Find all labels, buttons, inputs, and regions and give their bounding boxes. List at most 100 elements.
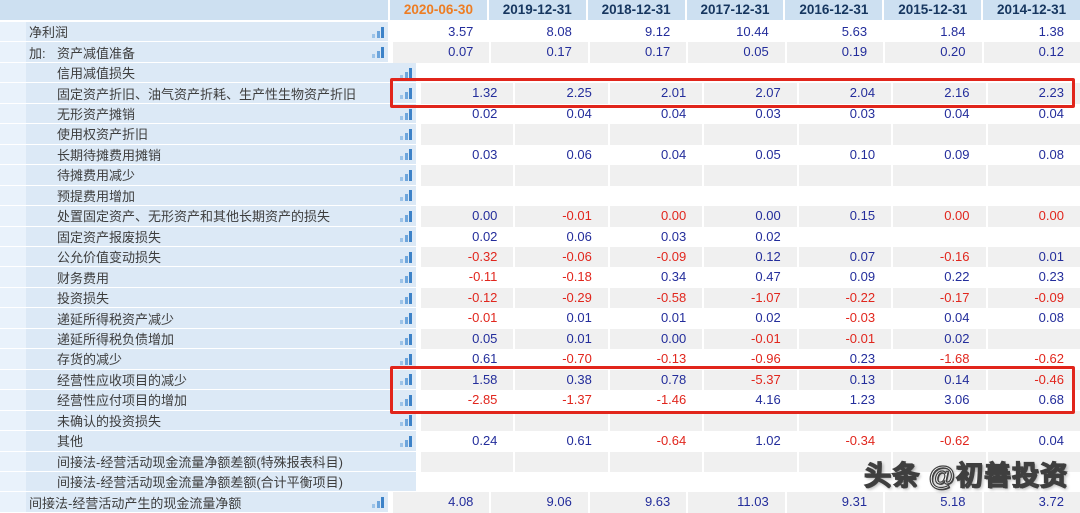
row-label[interactable]: 其他	[26, 431, 419, 452]
value-cell: 0.04	[607, 144, 703, 166]
bar-chart-icon[interactable]	[400, 435, 412, 447]
row-label[interactable]: 未确认的投资损失	[26, 410, 419, 432]
value-cell	[607, 185, 703, 207]
bar-chart-icon[interactable]	[400, 271, 412, 284]
row-label[interactable]: 预提费用增加	[26, 185, 419, 207]
bar-chart-icon[interactable]	[372, 26, 384, 38]
value-cell	[702, 165, 797, 186]
value-cell	[513, 451, 608, 472]
value-cell: 1.32	[419, 83, 514, 104]
row-label[interactable]: 无形资产摊销	[26, 103, 419, 125]
bar-chart-icon[interactable]	[400, 87, 412, 100]
value-cell: -0.46	[985, 369, 1080, 391]
row-label[interactable]: 间接法-经营活动现金流量净额差额(特殊报表科目)	[26, 451, 419, 472]
value-cell: 1.58	[419, 369, 514, 391]
bar-chart-icon[interactable]	[400, 414, 412, 427]
row-indent-strip	[0, 369, 26, 391]
value-cell: 10.44	[686, 22, 785, 43]
value-cell: 0.08	[985, 144, 1080, 166]
value-cell: -0.64	[607, 431, 703, 452]
row-label[interactable]: 信用减值损失	[26, 62, 419, 84]
bar-chart-icon[interactable]	[400, 230, 412, 243]
bar-chart-icon[interactable]	[400, 108, 412, 120]
bar-chart-icon[interactable]	[400, 353, 412, 365]
row-label[interactable]: 财务费用	[26, 267, 419, 288]
value-cell: -5.37	[702, 369, 797, 391]
row-label[interactable]: 投资损失	[26, 287, 419, 309]
row-indent-strip	[0, 226, 26, 247]
row-label[interactable]: 净利润	[26, 22, 391, 43]
row-label-text: 其他	[57, 434, 84, 450]
value-cell: 0.05	[419, 328, 514, 350]
bar-chart-icon[interactable]	[400, 312, 412, 325]
bar-chart-icon[interactable]	[400, 333, 412, 345]
bar-chart-icon[interactable]	[400, 189, 412, 202]
value-cell: 0.03	[419, 144, 514, 166]
value-cell: 0.08	[985, 308, 1080, 329]
value-cell	[702, 124, 797, 145]
row-label[interactable]: 公允价值变动损失	[26, 246, 419, 268]
bar-chart-icon[interactable]	[400, 148, 412, 161]
row-label-text: 存货的减少	[57, 352, 123, 368]
value-cell: 0.02	[419, 226, 514, 247]
value-cell	[702, 410, 797, 432]
table-row: 其他 0.24 0.61 -0.64 1.02 -0.34 -0.62 0.04	[0, 431, 1080, 452]
row-label[interactable]: 长期待摊费用摊销	[26, 144, 419, 166]
value-cell: 0.00	[607, 206, 703, 227]
row-label[interactable]: 间接法-经营活动现金流量净额差额(合计平衡项目)	[26, 471, 419, 493]
row-label-text: 财务费用	[57, 270, 110, 286]
value-cell	[891, 451, 986, 472]
value-cell: 0.78	[607, 369, 703, 391]
bar-chart-icon[interactable]	[372, 46, 384, 59]
row-indent-strip	[0, 349, 26, 370]
value-cell: 0.03	[702, 103, 797, 125]
row-label[interactable]: 递延所得税负债增加	[26, 328, 419, 350]
row-label[interactable]: 固定资产折旧、油气资产折耗、生产性生物资产折旧	[26, 83, 419, 104]
value-cell: 0.05	[686, 42, 785, 63]
row-label-text: 信用减值损失	[57, 66, 136, 82]
row-label[interactable]: 存货的减少	[26, 349, 419, 370]
value-cell: 0.61	[419, 349, 514, 370]
value-cell: -0.01	[796, 328, 892, 350]
row-label[interactable]: 经营性应付项目的增加	[26, 390, 419, 411]
row-label[interactable]: 使用权资产折旧	[26, 124, 419, 145]
bar-chart-icon[interactable]	[400, 67, 412, 79]
value-cell: 0.01	[513, 328, 608, 350]
value-cell	[985, 451, 1080, 472]
value-cell: 2.07	[702, 83, 797, 104]
bar-chart-icon[interactable]	[400, 292, 412, 304]
row-indent-strip	[0, 246, 26, 268]
row-label[interactable]: 加: 资产减值准备	[26, 42, 391, 63]
row-label-text: 无形资产摊销	[57, 107, 136, 123]
row-label-text: 间接法-经营活动现金流量净额差额(合计平衡项目)	[57, 475, 343, 491]
value-cell	[419, 410, 514, 432]
bar-chart-icon[interactable]	[400, 210, 412, 222]
value-cell: -0.62	[985, 349, 1080, 370]
column-header-2014-12-31: 2014-12-31	[981, 0, 1080, 20]
row-label[interactable]: 间接法-经营活动产生的现金流量净额	[26, 492, 391, 513]
value-cell	[419, 451, 514, 472]
row-label[interactable]: 递延所得税资产减少	[26, 308, 419, 329]
bar-chart-icon[interactable]	[400, 251, 412, 263]
row-label[interactable]: 经营性应收项目的减少	[26, 369, 419, 391]
value-cell: 0.03	[607, 226, 703, 247]
bar-chart-icon[interactable]	[400, 169, 412, 181]
column-header-2019-12-31: 2019-12-31	[486, 0, 586, 20]
table-row: 待摊费用减少	[0, 165, 1080, 186]
row-label[interactable]: 固定资产报废损失	[26, 226, 419, 247]
bar-chart-icon[interactable]	[372, 496, 384, 509]
table-row: 净利润 3.57 8.08 9.12 10.44 5.63 1.84 1.38	[0, 22, 1080, 43]
bar-chart-icon[interactable]	[400, 394, 412, 406]
bar-chart-icon[interactable]	[400, 373, 412, 386]
value-cell	[419, 62, 514, 84]
bar-chart-icon[interactable]	[400, 128, 412, 140]
value-cell: 3.06	[891, 390, 986, 411]
table-row: 间接法-经营活动现金流量净额差额(合计平衡项目)	[0, 471, 1080, 493]
value-cell: -0.01	[702, 328, 797, 350]
value-cell	[796, 62, 892, 84]
row-label[interactable]: 处置固定资产、无形资产和其他长期资产的损失	[26, 206, 419, 227]
row-label[interactable]: 待摊费用减少	[26, 165, 419, 186]
table-row: 递延所得税负债增加 0.05 0.01 0.00 -0.01 -0.01 0.02	[0, 328, 1080, 350]
value-cell: 2.04	[796, 83, 892, 104]
